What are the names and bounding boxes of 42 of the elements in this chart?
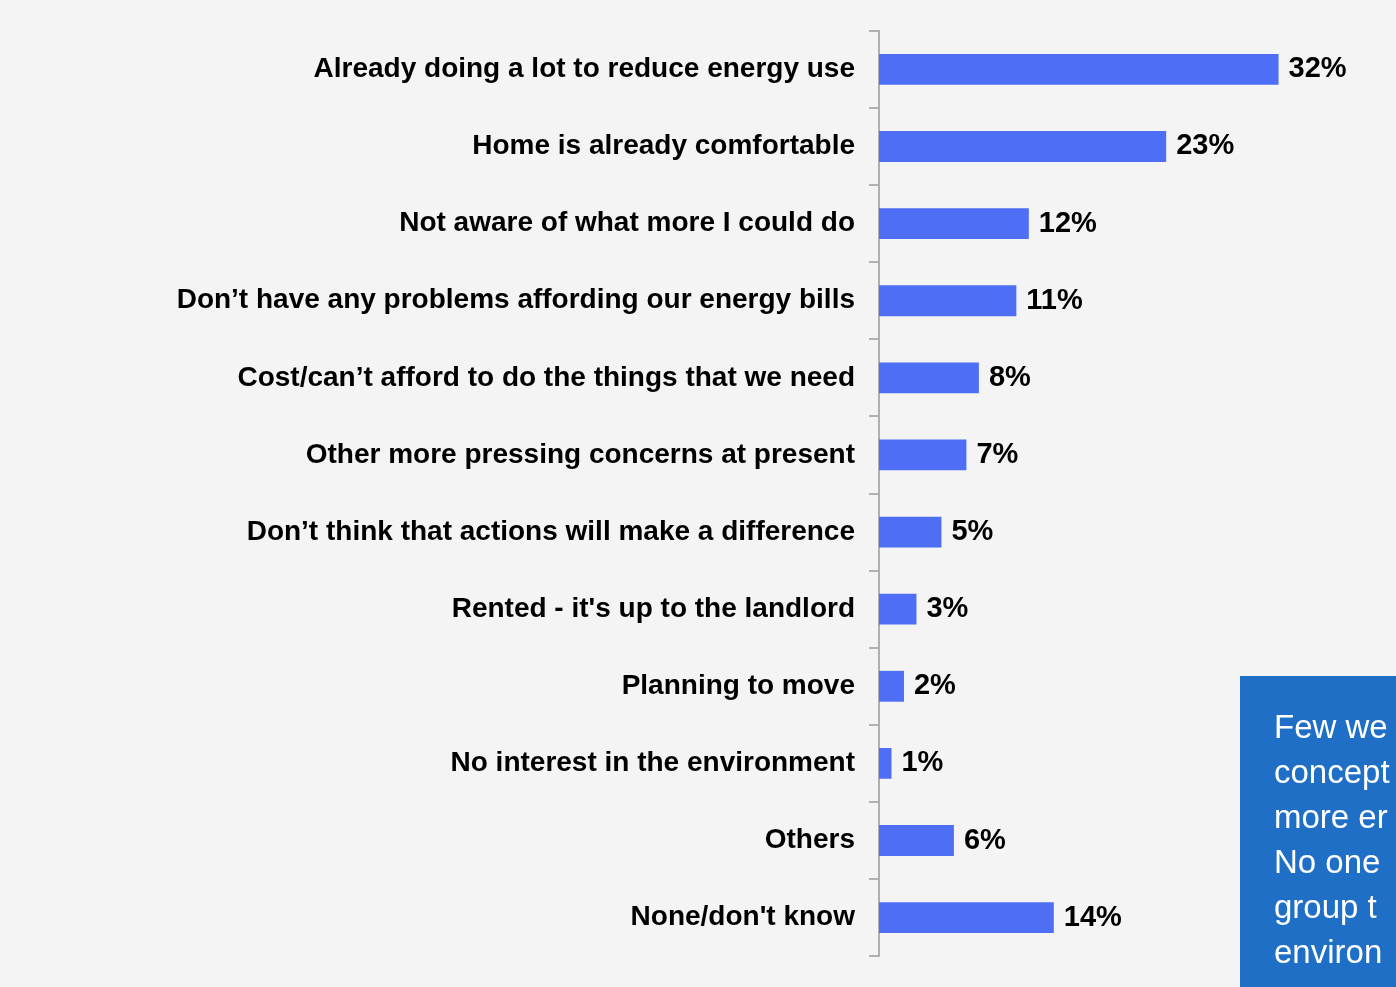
annotation: No one <box>1274 842 1382 882</box>
y-tick-label: None/don't know <box>630 900 856 932</box>
y-tick-label: Already doing a lot to reduce energy use <box>313 52 855 84</box>
y-tick-label: Don’t have any problems affording our energy bills <box>176 283 855 315</box>
y-tick-label: Others <box>764 823 855 855</box>
annotation: Few we <box>1274 707 1389 747</box>
data-label: 6% <box>963 822 1007 855</box>
bar <box>879 131 1167 162</box>
bar <box>879 285 1017 317</box>
data-label: 32% <box>1288 51 1347 84</box>
bar <box>879 902 1054 934</box>
y-tick-label: Home is already comfortable <box>472 129 855 161</box>
y-tick-label: Other more pressing concerns at present <box>305 437 855 469</box>
y-tick-label: Cost/can’t afford to do the things that we need <box>237 360 855 392</box>
data-label: 1% <box>901 745 944 778</box>
bar <box>879 593 917 625</box>
data-label: 23% <box>1176 128 1235 161</box>
bar <box>879 439 967 471</box>
bar <box>879 825 954 856</box>
data-label: 8% <box>988 359 1032 392</box>
bar <box>879 362 979 394</box>
data-label: 2% <box>913 668 957 701</box>
y-tick-label: Rented - it's up to the landlord <box>451 591 855 623</box>
y-tick-label: Not aware of what more I could do <box>399 206 855 238</box>
data-label: 12% <box>1038 205 1098 238</box>
annotation: more er <box>1274 797 1389 837</box>
y-tick-label: No interest in the environment <box>450 746 855 778</box>
data-label: 14% <box>1063 899 1123 932</box>
bar <box>879 670 904 702</box>
bar <box>879 53 1279 85</box>
y-tick-label: Planning to move <box>621 669 855 701</box>
annotation: environ <box>1274 932 1384 972</box>
bar <box>879 516 942 548</box>
data-label: 11% <box>1026 282 1083 315</box>
data-label: 3% <box>926 591 969 624</box>
y-tick-label: Don’t think that actions will make a difference <box>246 514 855 546</box>
data-label: 7% <box>976 436 1019 469</box>
annotation: concept <box>1274 752 1391 792</box>
bar <box>879 747 892 779</box>
data-label: 5% <box>951 514 994 547</box>
annotation: group t <box>1274 887 1378 927</box>
bar <box>879 208 1029 240</box>
